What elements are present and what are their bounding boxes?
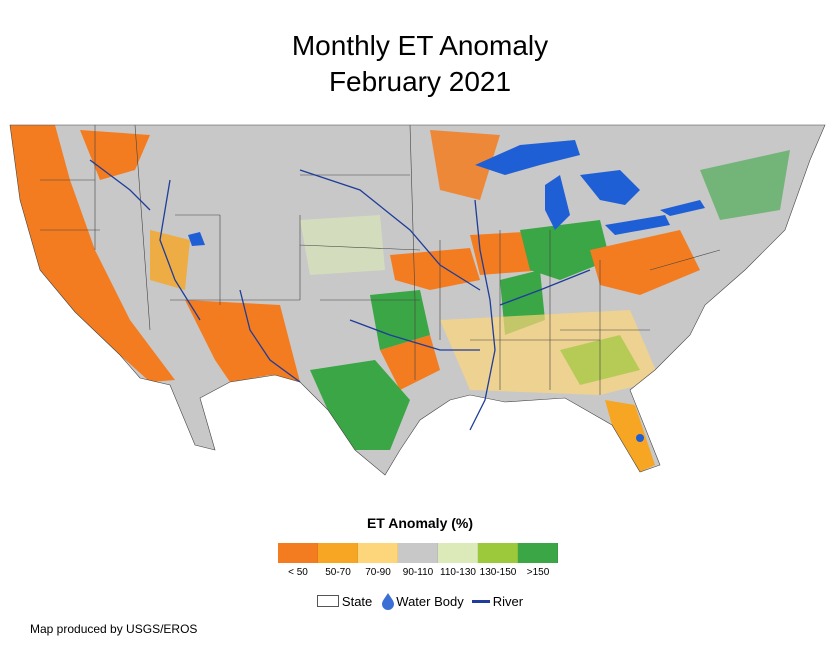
legend-labels: < 50 50-70 70-90 90-110 110-130 130-150 >150 <box>278 567 558 578</box>
legend-swatch <box>478 543 518 563</box>
legend-swatch <box>278 543 318 563</box>
credit-text: Map produced by USGS/EROS <box>30 622 198 636</box>
legend-item-state: State <box>316 593 373 609</box>
legend-item-water-body: Water Body <box>380 592 464 610</box>
legend-swatch <box>318 543 358 563</box>
anomaly-raster <box>10 125 825 475</box>
water-body-label: Water Body <box>396 593 464 609</box>
legend-swatch <box>438 543 478 563</box>
legend-swatch <box>398 543 438 563</box>
et-anomaly-map <box>0 120 840 490</box>
legend-color-bar <box>278 543 558 563</box>
map-title-line1: Monthly ET Anomaly <box>291 30 549 61</box>
conus-map-svg <box>9 124 826 476</box>
legend-item-river: River <box>471 593 524 609</box>
legend-swatch <box>518 543 558 563</box>
legend-class-label: < 50 <box>288 567 308 578</box>
state-boundaries <box>9 124 826 476</box>
state-label: State <box>341 593 373 609</box>
state-symbol-icon <box>316 595 339 607</box>
river-label: River <box>492 593 524 609</box>
rivers <box>89 159 591 431</box>
legend-swatch <box>358 543 398 563</box>
legend-class-label: 70-90 <box>365 567 391 578</box>
reference-legend: State Water Body River <box>0 592 840 610</box>
water-bodies <box>188 140 705 442</box>
legend-class-label: >150 <box>526 567 550 578</box>
river-line-icon <box>471 599 490 603</box>
legend-class-label: 130-150 <box>479 567 517 578</box>
legend-class-label: 110-130 <box>440 567 476 578</box>
legend-class-label: 90-110 <box>402 567 434 578</box>
legend-class-label: 50-70 <box>325 567 351 578</box>
legend-title: ET Anomaly (%) <box>366 515 474 531</box>
map-title-line2: February 2021 <box>328 66 512 97</box>
water-body-drop-icon <box>382 593 395 610</box>
